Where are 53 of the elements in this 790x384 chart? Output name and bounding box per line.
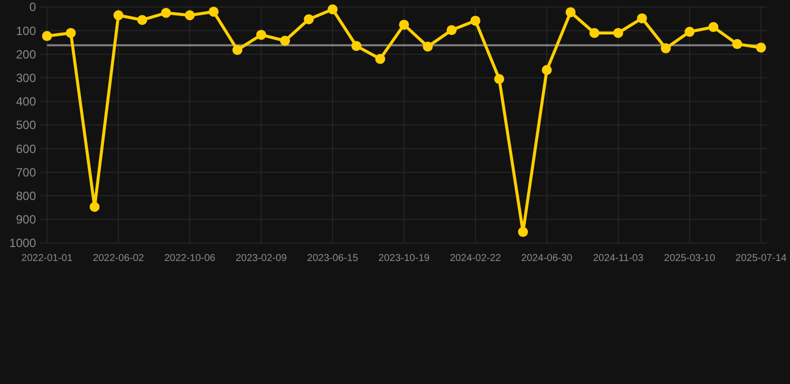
point	[756, 42, 766, 53]
y-tick-label: 500	[16, 118, 36, 132]
y-tick-label: 600	[16, 142, 36, 156]
point	[637, 13, 647, 24]
point	[232, 44, 242, 55]
point	[113, 10, 124, 20]
x-tick-label: 2023-02-09	[236, 253, 288, 264]
point	[66, 28, 76, 38]
y-tick-label: 700	[16, 165, 36, 180]
y-tick-label: 100	[16, 24, 36, 38]
point	[161, 8, 171, 18]
x-tick-label: 2022-01-01	[21, 253, 74, 264]
y-tick-label: 0	[29, 0, 36, 14]
point	[732, 39, 742, 50]
x-tick-label: 2023-06-15	[307, 253, 359, 264]
point	[660, 43, 671, 54]
point	[90, 202, 100, 212]
y-tick-label: 900	[16, 212, 36, 227]
point	[494, 74, 504, 84]
point	[375, 54, 386, 64]
point	[208, 6, 219, 17]
x-tick-label: 2024-02-22	[450, 253, 502, 264]
point	[708, 22, 718, 32]
x-tick-label: 2025-03-10	[664, 253, 716, 264]
point	[566, 7, 576, 18]
y-tick-label: 200	[16, 47, 36, 62]
x-tick-label: 2022-10-06	[164, 253, 216, 264]
x-tick-label: 2022-06-02	[92, 253, 144, 264]
x-tick-label: 2024-11-03	[592, 253, 644, 264]
point	[351, 40, 362, 51]
point	[589, 28, 600, 38]
point	[256, 30, 266, 40]
point	[518, 226, 528, 237]
point	[422, 42, 433, 52]
point	[42, 31, 52, 42]
point	[470, 16, 480, 26]
y-tick-label: 800	[16, 189, 36, 203]
y-tick-label: 1000	[9, 236, 36, 250]
point	[542, 65, 552, 76]
x-tick-label: 2023-10-19	[378, 253, 430, 264]
point	[684, 26, 695, 37]
point	[137, 14, 148, 25]
point	[280, 36, 290, 46]
point	[399, 20, 409, 30]
point	[613, 28, 624, 38]
point	[184, 10, 195, 20]
y-tick-label: 400	[16, 94, 36, 109]
y-tick-label: 300	[16, 71, 36, 85]
x-tick-label: 2025-07-14	[735, 253, 788, 264]
point	[304, 14, 314, 24]
point	[328, 4, 338, 14]
point	[446, 25, 457, 36]
x-tick-label: 2024-06-30	[521, 253, 573, 264]
